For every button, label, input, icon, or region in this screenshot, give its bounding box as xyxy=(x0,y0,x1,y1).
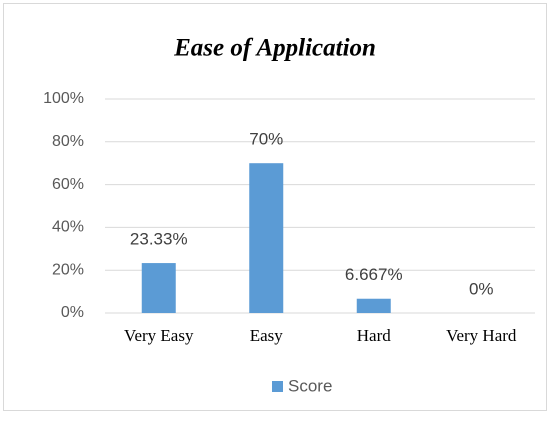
data-label: 70% xyxy=(249,130,283,149)
legend-swatch xyxy=(272,381,283,392)
x-tick-label: Very Hard xyxy=(446,326,517,345)
y-tick-label: 0% xyxy=(61,304,84,321)
y-tick-label: 80% xyxy=(52,133,84,150)
data-label: 23.33% xyxy=(130,230,188,249)
data-label: 0% xyxy=(469,279,494,298)
legend-label: Score xyxy=(288,376,332,395)
x-tick-label: Easy xyxy=(250,326,284,345)
y-tick-label: 20% xyxy=(52,261,84,278)
x-tick-label: Very Easy xyxy=(124,326,194,345)
chart-title: Ease of Application xyxy=(173,35,376,62)
y-tick-label: 40% xyxy=(52,219,84,236)
bar xyxy=(356,298,391,313)
bar xyxy=(141,263,176,313)
data-label: 6.667% xyxy=(345,265,403,284)
x-tick-label: Hard xyxy=(357,326,391,345)
y-tick-label: 100% xyxy=(43,90,84,107)
y-tick-label: 60% xyxy=(52,176,84,193)
bar xyxy=(249,163,284,313)
